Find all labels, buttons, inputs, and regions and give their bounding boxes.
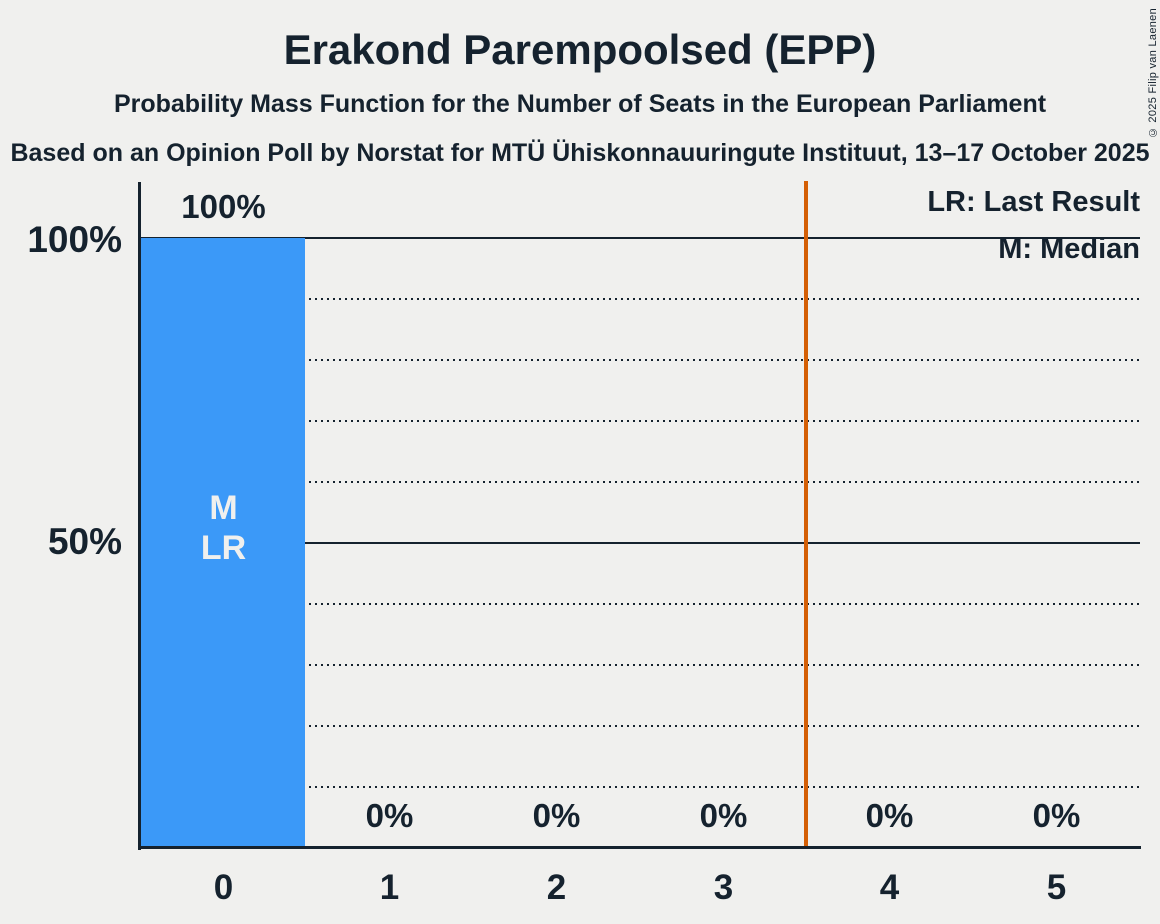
- gridline-40pct: [141, 603, 1140, 605]
- bar-value-label-3: 0%: [699, 797, 748, 834]
- gridline-60pct: [141, 481, 1140, 483]
- bar-value-label-2: 0%: [532, 797, 581, 834]
- gridline-20pct: [141, 725, 1140, 727]
- legend-entry-last-result: LR: Last Result: [927, 186, 1140, 218]
- seat-column-3: 0%: [640, 182, 807, 847]
- gridline-50pct: [141, 542, 1140, 544]
- x-tick-label-3: 3: [713, 868, 734, 907]
- x-tick-label-2: 2: [546, 868, 567, 907]
- median-last-result-annotation: M LR: [140, 488, 307, 568]
- median-annotation: M: [209, 489, 238, 527]
- seat-column-0: M LR 100%: [140, 182, 307, 847]
- x-axis-line: [138, 846, 1141, 849]
- bar-value-label-0: 100%: [181, 188, 266, 225]
- gridline-10pct: [141, 786, 1140, 788]
- bar-value-label-1: 0%: [365, 797, 414, 834]
- x-tick-label-0: 0: [213, 868, 234, 907]
- gridline-30pct: [141, 664, 1140, 666]
- seat-bar-0: [141, 238, 305, 847]
- seat-column-5: 0%: [973, 182, 1140, 847]
- source-attribution: Based on an Opinion Poll by Norstat for …: [10, 139, 1150, 167]
- gridline-80pct: [141, 359, 1140, 361]
- seat-column-1: 0%: [306, 182, 473, 847]
- y-axis-label-100: 100%: [27, 219, 122, 260]
- x-tick-label-5: 5: [1046, 868, 1067, 907]
- seat-column-2: 0%: [473, 182, 640, 847]
- x-tick-label-1: 1: [379, 868, 400, 907]
- copyright-notice: © 2025 Filip van Laenen: [1147, 8, 1159, 139]
- gridline-90pct: [141, 298, 1140, 300]
- gridline-70pct: [141, 420, 1140, 422]
- bar-value-label-4: 0%: [865, 797, 914, 834]
- y-axis-label-50: 50%: [47, 521, 122, 562]
- x-tick-label-4: 4: [879, 868, 900, 907]
- legend-entry-median: M: Median: [998, 233, 1140, 265]
- majority-threshold-line: [804, 181, 808, 846]
- page-title: Erakond Parempoolsed (EPP): [283, 26, 877, 73]
- y-axis-line: [138, 182, 141, 850]
- seat-column-4: 0%: [806, 182, 973, 847]
- gridline-100pct: [141, 237, 1140, 239]
- last-result-annotation: LR: [200, 529, 247, 567]
- chart-subtitle: Probability Mass Function for the Number…: [113, 90, 1047, 118]
- bar-value-label-5: 0%: [1032, 797, 1081, 834]
